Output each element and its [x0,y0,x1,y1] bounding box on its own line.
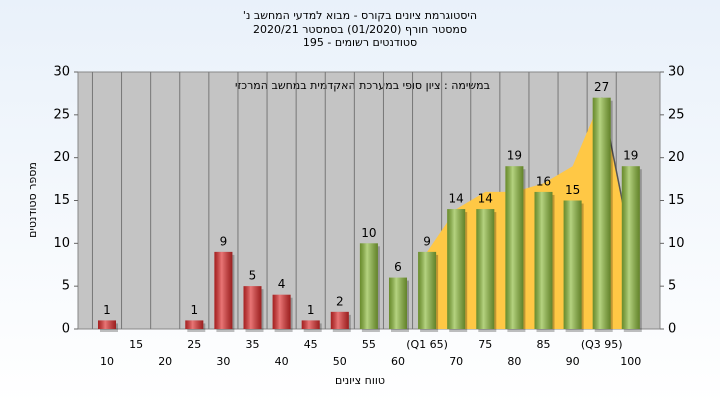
chart-subtitle: סמסטר חורף (01/2020) בסמסטר 2020/21 [253,23,467,36]
y-tick-label: 30 [53,65,70,80]
bar-shine [621,166,640,329]
x-tick-label: 30 [216,355,230,368]
data-label: 6 [394,260,402,274]
data-label: 9 [423,234,431,248]
bar-shine [389,277,407,329]
y2-tick-label: 0 [668,322,676,337]
data-label: 10 [361,226,376,240]
data-label: 19 [623,149,638,163]
data-label: 1 [307,303,315,317]
y2-tick-label: 15 [668,193,685,208]
bar-shine [447,209,466,329]
bar-shine [272,294,291,329]
x-axis-label: טווח ציונים [335,374,385,387]
data-label: 15 [565,183,580,197]
chart-title: היסטוגרמת ציונים בקורס - מבוא למדעי המחש… [243,9,477,22]
data-label: 19 [507,149,522,163]
y2-tick-label: 5 [668,279,676,294]
data-label: 14 [478,192,493,206]
x-tick-label: 75 [478,338,492,351]
bar-shine [592,97,611,329]
x-tick-label: 40 [275,355,289,368]
bar-shine [243,286,262,329]
data-label: 14 [449,192,464,206]
bar-shine [185,320,204,329]
x-tick-label: 25 [187,338,201,351]
y-tick-label: 5 [62,279,70,294]
y-axis-label: מספר סטודנטים [26,162,39,238]
bar-shine [330,311,349,329]
y2-tick-label: 10 [668,236,685,251]
bar-shine [214,251,233,329]
x-tick-label: 90 [566,355,580,368]
chart-subtitle: סטודנטים רשומים - 195 [303,36,417,49]
y-tick-label: 0 [62,322,70,337]
x-tick-label: 20 [158,355,172,368]
data-label: 16 [536,174,551,188]
bar-shine [505,166,524,329]
bar-shine [418,251,437,329]
bar-shine [534,191,553,329]
y2-tick-label: 30 [668,65,685,80]
y2-tick-label: 20 [668,150,685,165]
x-tick-label: 45 [304,338,318,351]
x-tick-label: (Q3 95) [581,338,623,351]
bar-shine [301,320,320,329]
data-label: 27 [594,80,609,94]
y2-tick-label: 25 [668,107,685,122]
x-tick-label: 55 [362,338,376,351]
bar-shine [359,243,378,329]
x-tick-label: 10 [100,355,114,368]
data-label: 5 [249,269,257,283]
data-label: 4 [278,277,286,291]
bar-shine [563,200,582,329]
x-tick-label: 60 [391,355,405,368]
x-tick-label: 15 [129,338,143,351]
data-label: 9 [220,234,228,248]
x-tick-label: (Q1 65) [406,338,448,351]
y-tick-label: 15 [53,193,70,208]
annotation: במשימה : ציון סופי במערכת האקדמית במחשב … [235,79,490,92]
x-tick-label: 85 [537,338,551,351]
data-label: 1 [103,303,111,317]
x-tick-label: 35 [246,338,260,351]
x-tick-label: 80 [507,355,521,368]
x-tick-label: 100 [620,355,641,368]
data-label: 1 [190,303,198,317]
x-tick-label: 70 [449,355,463,368]
y-tick-label: 10 [53,236,70,251]
y-tick-label: 25 [53,107,70,122]
bar-shine [98,320,116,329]
bar-shine [476,209,495,329]
x-tick-label: 50 [333,355,347,368]
y-tick-label: 20 [53,150,70,165]
data-label: 2 [336,294,344,308]
